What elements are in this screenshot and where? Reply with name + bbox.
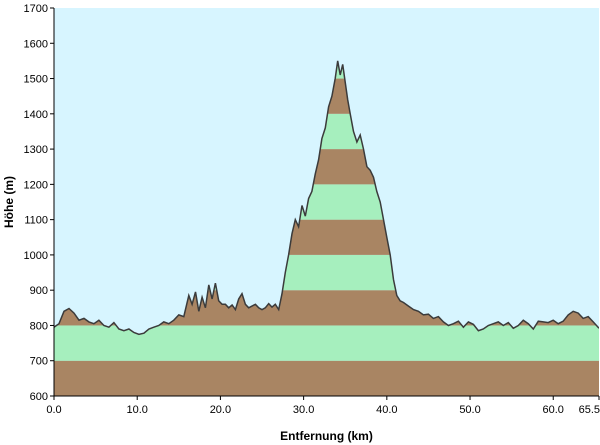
x-axis: 0.0 10.0 20.0 30.0 40.0 50.0 60.0 65.5 xyxy=(46,395,600,416)
elevation-profile-line xyxy=(54,60,599,336)
y-axis: 600 700 800 900 1000 1100 1200 1300 1400 1500 1600… xyxy=(24,3,55,403)
y-tick-label: 1600 xyxy=(24,38,48,50)
y-tick-label: 1500 xyxy=(24,74,48,86)
x-tick-label: 50.0 xyxy=(459,404,480,416)
y-tick-label: 700 xyxy=(30,356,48,368)
elevation-band xyxy=(54,360,599,396)
y-tick-label: 1000 xyxy=(24,250,48,262)
y-tick-label: 1400 xyxy=(24,109,48,121)
x-tick-label: 65.5 xyxy=(579,404,600,416)
y-tick-label: 1700 xyxy=(24,3,48,15)
y-tick-label: 1200 xyxy=(24,179,48,191)
x-tick-label: 20.0 xyxy=(210,404,231,416)
x-tick-label: 10.0 xyxy=(126,404,147,416)
y-axis-title: Höhe (m) xyxy=(2,176,16,228)
x-tick-label: 60.0 xyxy=(543,404,564,416)
x-tick-label: 30.0 xyxy=(293,404,314,416)
y-tick-label: 800 xyxy=(30,320,48,332)
x-tick-label: 0.0 xyxy=(46,404,61,416)
x-tick-label: 40.0 xyxy=(376,404,397,416)
y-tick-label: 900 xyxy=(30,285,48,297)
y-tick-label: 1100 xyxy=(24,215,48,227)
y-tick-label: 600 xyxy=(30,391,48,403)
y-tick-label: 1300 xyxy=(24,144,48,156)
x-axis-title: Entfernung (km) xyxy=(280,429,373,443)
